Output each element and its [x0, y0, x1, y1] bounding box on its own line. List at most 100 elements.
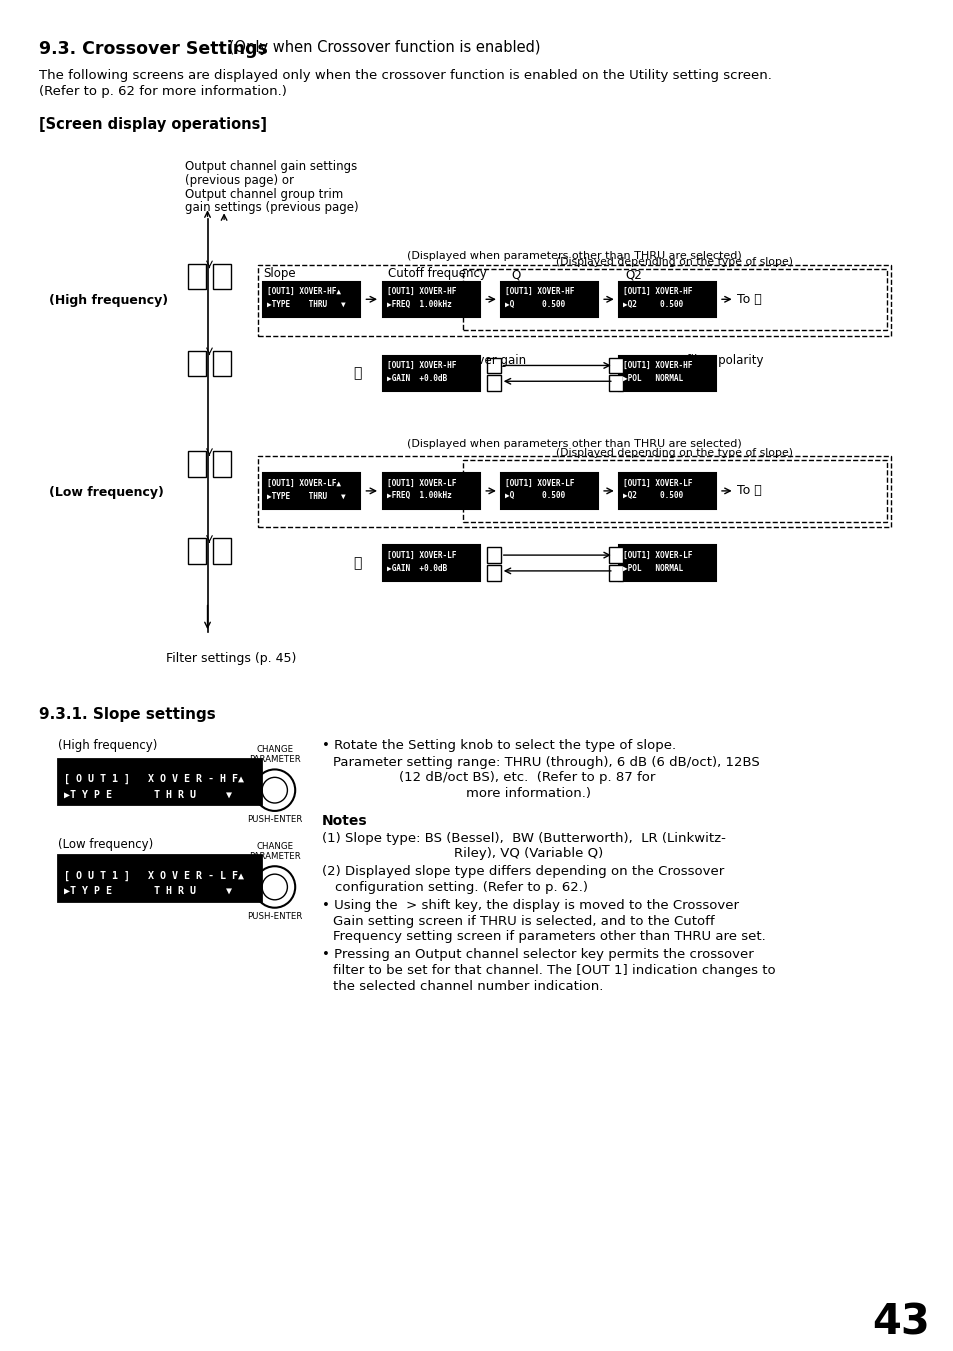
Text: Ⓐ: Ⓐ: [354, 366, 362, 381]
Bar: [188, 538, 205, 563]
Text: Q: Q: [511, 269, 520, 281]
Text: Output channel group trim: Output channel group trim: [185, 188, 343, 201]
Text: 9.3. Crossover Settings: 9.3. Crossover Settings: [39, 39, 268, 58]
Text: PUSH-ENTER: PUSH-ENTER: [247, 815, 302, 824]
Bar: [58, 758, 261, 804]
Text: (Refer to p. 62 for more information.): (Refer to p. 62 for more information.): [39, 85, 287, 97]
Text: Q2: Q2: [625, 269, 641, 281]
Text: [OUT1] XOVER-LF: [OUT1] XOVER-LF: [622, 551, 691, 559]
Text: [OUT1] XOVER-LF: [OUT1] XOVER-LF: [386, 551, 456, 559]
Text: (High frequency): (High frequency): [58, 739, 157, 751]
Text: [OUT1] XOVER-HF: [OUT1] XOVER-HF: [622, 286, 691, 296]
Text: Notes: Notes: [321, 813, 367, 828]
Bar: [213, 538, 231, 563]
Text: (Low frequency): (Low frequency): [58, 838, 153, 851]
Bar: [487, 376, 500, 392]
Text: [OUT1] XOVER-HF: [OUT1] XOVER-HF: [386, 361, 456, 370]
Bar: [382, 281, 479, 317]
Text: Riley), VQ (Variable Q): Riley), VQ (Variable Q): [454, 847, 602, 861]
Text: (Low frequency): (Low frequency): [49, 486, 163, 499]
Text: (12 dB/oct BS), etc.  (Refer to p. 87 for: (12 dB/oct BS), etc. (Refer to p. 87 for: [399, 771, 655, 785]
Text: ▶T Y P E       T H R U     ▼: ▶T Y P E T H R U ▼: [64, 789, 233, 800]
Text: ▶TYPE    THRU   ▼: ▶TYPE THRU ▼: [267, 300, 345, 309]
Text: ▶POL   NORMAL: ▶POL NORMAL: [622, 563, 682, 573]
Text: Crossover filter polarity: Crossover filter polarity: [623, 354, 762, 366]
Bar: [608, 358, 622, 373]
Bar: [213, 451, 231, 477]
Text: (2) Displayed slope type differs depending on the Crossover: (2) Displayed slope type differs dependi…: [321, 865, 723, 878]
Text: • Rotate the Setting knob to select the type of slope.: • Rotate the Setting knob to select the …: [321, 739, 675, 751]
Text: Crossover gain: Crossover gain: [438, 354, 526, 366]
Bar: [188, 451, 205, 477]
Bar: [382, 473, 479, 509]
Text: gain settings (previous page): gain settings (previous page): [185, 201, 358, 215]
Text: 9.3.1. Slope settings: 9.3.1. Slope settings: [39, 707, 215, 723]
Text: CHANGE
PARAMETER: CHANGE PARAMETER: [249, 744, 300, 765]
Bar: [213, 263, 231, 289]
Bar: [487, 358, 500, 373]
Text: (Displayed depending on the type of slope): (Displayed depending on the type of slop…: [556, 449, 792, 458]
Bar: [608, 547, 622, 563]
Text: [OUT1] XOVER-LF: [OUT1] XOVER-LF: [622, 478, 691, 488]
Text: [OUT1] XOVER-HF: [OUT1] XOVER-HF: [386, 286, 456, 296]
Text: 43: 43: [871, 1302, 929, 1344]
Bar: [618, 473, 716, 509]
Bar: [462, 461, 885, 521]
Bar: [462, 269, 885, 330]
Text: the selected channel number indication.: the selected channel number indication.: [333, 979, 603, 993]
Text: (Displayed when parameters other than THRU are selected): (Displayed when parameters other than TH…: [407, 251, 741, 261]
Text: The following screens are displayed only when the crossover function is enabled : The following screens are displayed only…: [39, 69, 771, 82]
Text: ▶GAIN  +0.0dB: ▶GAIN +0.0dB: [386, 563, 446, 573]
Text: more information.): more information.): [465, 788, 590, 800]
Bar: [500, 473, 598, 509]
Text: ▶Q2     0.500: ▶Q2 0.500: [622, 492, 682, 500]
Text: Gain setting screen if THRU is selected, and to the Cutoff: Gain setting screen if THRU is selected,…: [333, 915, 714, 928]
Text: Output channel gain settings: Output channel gain settings: [185, 159, 357, 173]
Text: filter to be set for that channel. The [OUT 1] indication changes to: filter to be set for that channel. The […: [333, 965, 775, 977]
Text: Frequency setting screen if parameters other than THRU are set.: Frequency setting screen if parameters o…: [333, 931, 765, 943]
Bar: [382, 355, 479, 392]
Text: Ⓑ: Ⓑ: [354, 557, 362, 570]
Text: ▶POL   NORMAL: ▶POL NORMAL: [622, 374, 682, 382]
Text: [OUT1] XOVER-LF: [OUT1] XOVER-LF: [504, 478, 574, 488]
Bar: [618, 546, 716, 581]
Text: To Ⓑ: To Ⓑ: [736, 485, 760, 497]
Text: • Pressing an Output channel selector key permits the crossover: • Pressing an Output channel selector ke…: [321, 948, 753, 961]
Text: (High frequency): (High frequency): [49, 295, 168, 307]
Text: To Ⓐ: To Ⓐ: [736, 293, 760, 305]
Bar: [500, 281, 598, 317]
Bar: [213, 351, 231, 377]
Text: ▶FREQ  1.00kHz: ▶FREQ 1.00kHz: [386, 300, 451, 309]
Bar: [608, 376, 622, 392]
Text: ▶T Y P E       T H R U     ▼: ▶T Y P E T H R U ▼: [64, 886, 233, 896]
Bar: [263, 281, 360, 317]
Bar: [258, 457, 890, 527]
Text: • Using the  > shift key, the display is moved to the Crossover: • Using the > shift key, the display is …: [321, 898, 738, 912]
Text: [OUT1] XOVER-HF: [OUT1] XOVER-HF: [622, 361, 691, 370]
Text: ▶GAIN  +0.0dB: ▶GAIN +0.0dB: [386, 374, 446, 382]
Text: ▶TYPE    THRU   ▼: ▶TYPE THRU ▼: [267, 492, 345, 500]
Text: ▶Q2     0.500: ▶Q2 0.500: [622, 300, 682, 309]
Bar: [618, 355, 716, 392]
Text: (previous page) or: (previous page) or: [185, 174, 294, 186]
Text: (Displayed when parameters other than THRU are selected): (Displayed when parameters other than TH…: [407, 439, 741, 450]
Text: Parameter setting range: THRU (through), 6 dB (6 dB/oct), 12BS: Parameter setting range: THRU (through),…: [333, 755, 760, 769]
Bar: [188, 351, 205, 377]
Bar: [608, 565, 622, 581]
Bar: [487, 547, 500, 563]
Text: ▶Q      0.500: ▶Q 0.500: [504, 492, 564, 500]
Text: [OUT1] XOVER-LF▲: [OUT1] XOVER-LF▲: [267, 478, 340, 488]
Bar: [58, 855, 261, 901]
Bar: [188, 263, 205, 289]
Text: (1) Slope type: BS (Bessel),  BW (Butterworth),  LR (Linkwitz-: (1) Slope type: BS (Bessel), BW (Butterw…: [321, 832, 724, 844]
Text: ▶FREQ  1.00kHz: ▶FREQ 1.00kHz: [386, 492, 451, 500]
Text: Slope: Slope: [263, 266, 295, 280]
Text: Filter settings (p. 45): Filter settings (p. 45): [166, 653, 295, 665]
Text: PUSH-ENTER: PUSH-ENTER: [247, 912, 302, 920]
Text: Cutoff frequency: Cutoff frequency: [387, 266, 486, 280]
Bar: [382, 546, 479, 581]
Text: [ O U T 1 ]   X O V E R - H F▲: [ O U T 1 ] X O V E R - H F▲: [64, 774, 244, 785]
Bar: [263, 473, 360, 509]
Text: ▶Q      0.500: ▶Q 0.500: [504, 300, 564, 309]
Text: [Screen display operations]: [Screen display operations]: [39, 116, 267, 131]
